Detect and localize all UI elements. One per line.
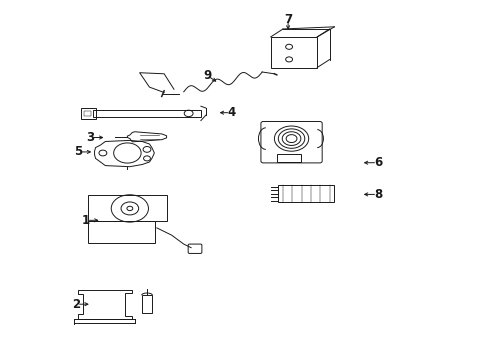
Bar (278, 185, 335, 202)
Text: 2: 2 (72, 298, 80, 311)
Text: 5: 5 (74, 145, 82, 158)
Text: 7: 7 (284, 13, 292, 26)
Bar (142, 295, 152, 313)
Bar (88, 195, 167, 221)
Text: 6: 6 (374, 156, 382, 169)
Bar (270, 37, 318, 68)
Text: 3: 3 (87, 131, 95, 144)
Text: 9: 9 (203, 69, 211, 82)
Text: 1: 1 (82, 214, 90, 227)
Bar (277, 154, 301, 162)
Bar (88, 221, 155, 243)
Text: 4: 4 (227, 106, 235, 119)
Bar (81, 108, 96, 119)
Bar (84, 111, 91, 116)
Text: 8: 8 (374, 188, 382, 201)
Bar (93, 110, 201, 117)
